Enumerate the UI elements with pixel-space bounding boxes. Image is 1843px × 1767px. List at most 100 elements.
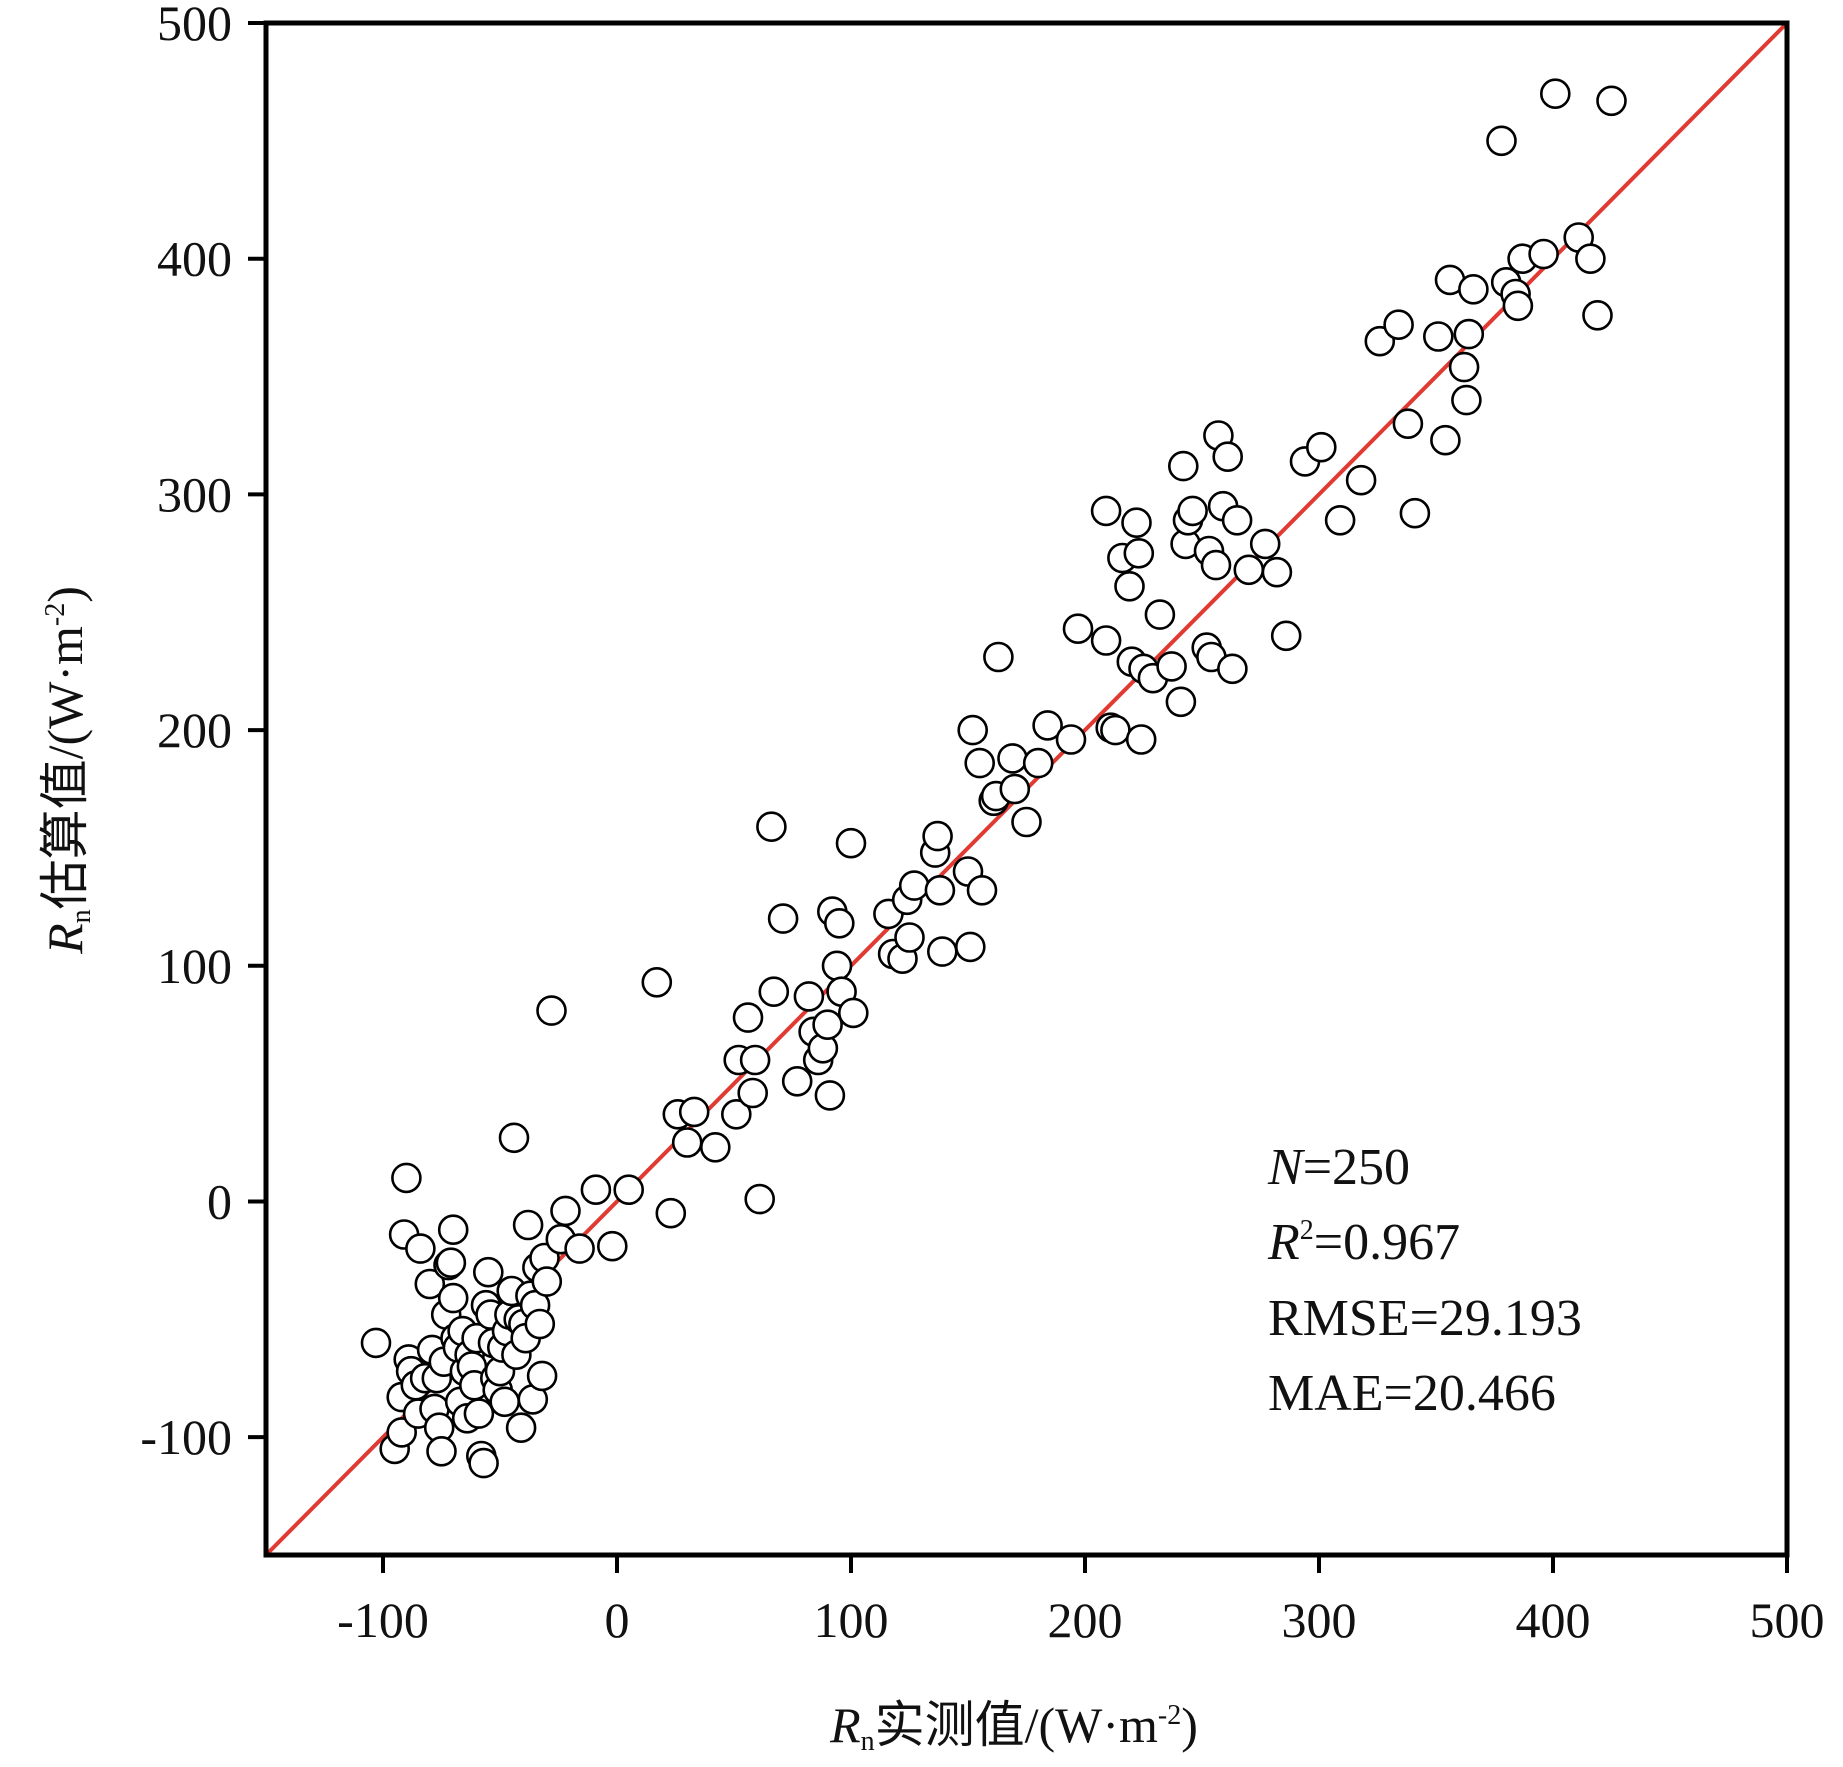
data-point — [1392, 408, 1424, 440]
data-point — [737, 1077, 769, 1109]
data-point — [1168, 450, 1199, 482]
x-tick-label: 300 — [1282, 1592, 1357, 1648]
data-point — [435, 1247, 467, 1278]
data-point — [1596, 85, 1627, 117]
data-point — [671, 1127, 703, 1158]
data-point — [926, 936, 958, 967]
data-point — [1177, 495, 1208, 527]
data-point — [699, 1132, 731, 1163]
data-point — [1345, 464, 1377, 496]
data-point — [1249, 528, 1281, 560]
data-point — [1383, 309, 1414, 341]
data-point — [580, 1174, 612, 1205]
data-point — [823, 907, 855, 939]
data-point — [744, 1183, 776, 1215]
plot-frame — [263, 20, 1790, 1558]
y-tick-label: 200 — [157, 702, 232, 758]
data-point — [1156, 651, 1187, 682]
data-point — [1399, 497, 1431, 529]
data-point — [1486, 125, 1517, 157]
data-point — [1575, 243, 1606, 275]
data-point — [1324, 504, 1356, 536]
data-point — [1540, 78, 1571, 109]
x-tick-label: 100 — [814, 1592, 889, 1648]
stat-mae: MAE=20.466 — [1268, 1365, 1556, 1422]
data-point — [498, 1122, 530, 1154]
data-point — [655, 1197, 687, 1229]
data-point — [1502, 290, 1534, 322]
data-point — [463, 1398, 495, 1429]
data-point — [437, 1282, 469, 1314]
data-point — [524, 1308, 556, 1340]
data-point — [732, 1002, 764, 1033]
data-point — [1270, 620, 1302, 652]
scatter-points — [360, 78, 1627, 1479]
data-point — [613, 1174, 645, 1205]
data-point — [720, 1099, 752, 1130]
data-point — [641, 966, 673, 998]
data-point — [468, 1447, 499, 1479]
y-tick-label: 0 — [207, 1173, 232, 1229]
data-point — [814, 1080, 846, 1111]
x-tick-label: 400 — [1516, 1592, 1591, 1648]
data-point — [1261, 556, 1293, 588]
data-point — [1221, 504, 1253, 536]
stat-r2: R2=0.967 — [1267, 1214, 1460, 1271]
data-point — [758, 976, 790, 1008]
data-point — [531, 1266, 563, 1297]
data-point — [898, 870, 930, 901]
data-point — [536, 995, 567, 1026]
x-tick-label: 500 — [1750, 1592, 1825, 1648]
data-point — [526, 1360, 558, 1392]
data-point — [512, 1209, 544, 1241]
data-point — [596, 1230, 628, 1262]
data-point — [1200, 549, 1232, 581]
data-point — [1090, 625, 1122, 656]
x-tick-label: 0 — [605, 1592, 630, 1648]
data-point — [894, 922, 925, 953]
data-point — [1448, 351, 1480, 383]
data-point — [426, 1436, 457, 1467]
data-point — [1100, 714, 1131, 746]
plot-area — [263, 20, 1790, 1558]
x-tick-label: 200 — [1048, 1592, 1123, 1648]
stat-n: N=250 — [1267, 1139, 1410, 1196]
x-axis-ticks: -100 0 100 200 300 400 500 — [337, 1555, 1825, 1648]
x-axis-label: Rn实测值/(W·m-2) — [829, 1697, 1198, 1757]
data-point — [1451, 384, 1482, 416]
y-axis-label: Rn估算值/(W·m-2) — [37, 586, 97, 955]
y-tick-label: 500 — [157, 0, 232, 51]
data-point — [1217, 653, 1248, 685]
data-point — [1458, 273, 1489, 305]
data-point — [767, 903, 799, 934]
data-point — [997, 743, 1028, 774]
data-point — [489, 1386, 521, 1418]
data-point — [1144, 599, 1176, 630]
data-point — [793, 981, 825, 1012]
data-point — [1062, 613, 1094, 645]
data-point — [1528, 238, 1559, 270]
data-point — [1011, 806, 1042, 838]
data-point — [1090, 495, 1122, 527]
data-point — [964, 747, 996, 779]
data-point — [821, 950, 853, 982]
data-point — [1453, 318, 1485, 350]
data-point — [999, 773, 1031, 805]
data-point — [924, 874, 956, 906]
data-point — [983, 641, 1014, 673]
data-point — [1306, 431, 1337, 463]
data-point — [1055, 724, 1087, 755]
data-point — [472, 1256, 504, 1288]
data-point — [1125, 724, 1157, 755]
data-point — [1032, 710, 1063, 741]
data-point — [678, 1096, 710, 1128]
data-point — [437, 1214, 469, 1245]
data-point — [922, 820, 953, 852]
data-point — [1430, 424, 1461, 456]
data-point — [1582, 299, 1613, 331]
data-point — [391, 1162, 422, 1194]
y-tick-label: 300 — [157, 466, 232, 522]
data-point — [1123, 537, 1155, 569]
data-point — [835, 827, 867, 859]
